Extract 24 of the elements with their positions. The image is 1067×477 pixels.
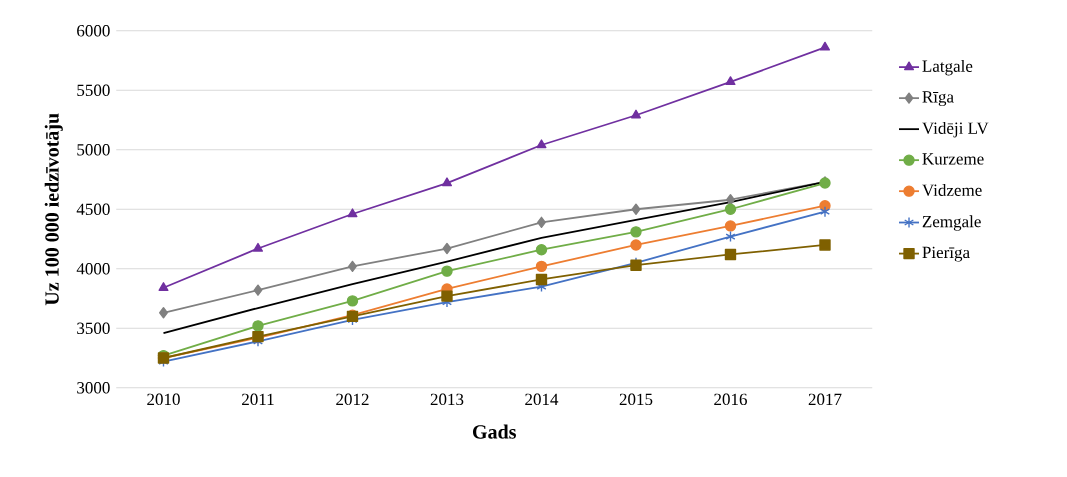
y-tick-label: 5000 [77,144,110,156]
x-axis-title: Gads [472,424,516,439]
x-tick-label: 2010 [147,393,180,406]
x-tick-label: 2014 [525,393,559,406]
y-tick-label: 4500 [76,203,110,215]
legend-label: Latgale [922,59,973,76]
legend-label: Zemgale [922,215,981,231]
y-tick-label: 4000 [76,263,110,275]
legend-label: Vidēji LV [922,121,989,138]
legend-label: Vidzeme [922,184,982,197]
x-tick-label: 2013 [430,393,464,406]
x-tick-label: 2012 [336,393,369,406]
legend-label: Pierīga [922,246,970,262]
x-tick-label: 2016 [714,393,747,406]
y-axis-title: Uz 100 000 iedzīvotāju [44,113,63,306]
y-tick-label: 5500 [77,84,110,96]
y-tick-label: 3500 [77,322,110,334]
legend-label: Rīga [922,91,954,107]
y-tick-label: 3000 [77,382,110,394]
y-tick-label: 6000 [77,25,110,37]
x-tick-label: 2017 [808,393,842,406]
x-tick-label: 2015 [619,393,653,406]
legend-label: Kurzeme [922,153,984,165]
x-tick-label: 2011 [242,393,274,406]
